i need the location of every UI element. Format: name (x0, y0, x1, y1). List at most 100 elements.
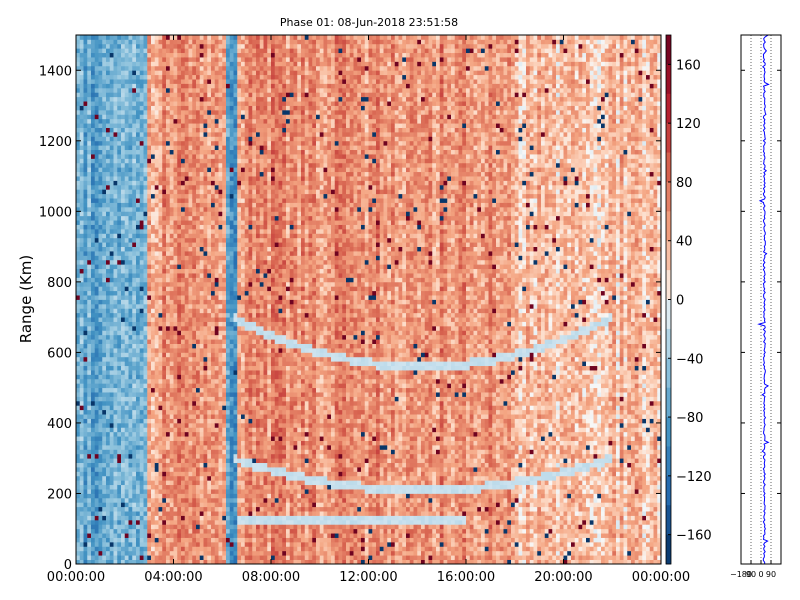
heatmap-cell (199, 480, 204, 486)
heatmap-cell (199, 131, 204, 137)
heatmap-cell (162, 312, 167, 318)
heatmap-cell (139, 405, 144, 411)
heatmap-cell (196, 343, 201, 349)
heatmap-cell (102, 171, 107, 177)
heatmap-cell (207, 541, 212, 547)
heatmap-cell (79, 387, 84, 393)
heatmap-cell (106, 414, 111, 419)
heatmap-cell (169, 541, 174, 547)
heatmap-cell (83, 370, 88, 375)
heatmap-cell (199, 325, 204, 331)
heatmap-cell (169, 352, 174, 358)
heatmap-cell (169, 317, 174, 322)
heatmap-cell (124, 65, 129, 71)
heatmap-cell (173, 414, 178, 419)
heatmap-cell (106, 123, 111, 128)
heatmap-cell (158, 140, 163, 146)
heatmap-cell (166, 149, 171, 155)
heatmap-cell (83, 405, 88, 411)
heatmap-cell (106, 515, 111, 521)
heatmap-cell (177, 87, 182, 93)
heatmap-cell (109, 273, 114, 278)
heatmap-cell (87, 202, 92, 208)
heatmap-cell (162, 206, 167, 212)
heatmap-cell (147, 114, 152, 120)
heatmap-cell (128, 356, 133, 362)
heatmap-cell (117, 519, 122, 525)
heatmap-cell (207, 255, 212, 261)
heatmap-cell (147, 449, 152, 455)
heatmap-cell (79, 83, 84, 89)
heatmap-cell (181, 61, 186, 67)
heatmap-cell (181, 475, 186, 481)
heatmap-cell (121, 131, 126, 137)
heatmap-cell (218, 480, 223, 486)
heatmap-cell (83, 83, 88, 89)
heatmap-cell (166, 109, 171, 115)
heatmap-cell (91, 149, 96, 155)
heatmap-cell (139, 449, 144, 455)
heatmap-cell (94, 370, 99, 375)
heatmap-cell (106, 471, 111, 477)
heatmap-cell (83, 79, 88, 84)
heatmap-cell (128, 519, 133, 525)
heatmap-cell (94, 480, 99, 486)
heatmap-cell (87, 299, 92, 305)
heatmap-cell (196, 427, 201, 433)
heatmap-cell (94, 149, 99, 155)
heatmap-cell (177, 383, 182, 389)
heatmap-cell (203, 145, 208, 151)
heatmap-cell (166, 559, 171, 565)
heatmap-cell (196, 167, 201, 173)
heatmap-cell (109, 180, 114, 186)
heatmap-cell (218, 303, 223, 309)
heatmap-cell (121, 312, 126, 318)
heatmap-cell (147, 281, 152, 287)
heatmap-cell (214, 347, 219, 353)
heatmap-cell (106, 114, 111, 120)
heatmap-cell (192, 259, 197, 265)
heatmap-cell (199, 303, 204, 309)
heatmap-cell (218, 387, 223, 393)
heatmap-cell (181, 255, 186, 261)
heatmap-cell (166, 299, 171, 305)
heatmap-cell (117, 462, 122, 468)
heatmap-cell (76, 101, 81, 106)
heatmap-cell (109, 317, 114, 322)
heatmap-cell (218, 198, 223, 203)
heatmap-cell (184, 57, 189, 62)
heatmap-cell (166, 79, 171, 84)
heatmap-cell (199, 422, 204, 428)
heatmap-cell (109, 559, 114, 565)
heatmap-cell (229, 506, 234, 512)
heatmap-cell (188, 317, 193, 322)
heatmap-cell (76, 264, 81, 270)
heatmap-cell (132, 427, 137, 433)
heatmap-cell (158, 158, 163, 164)
heatmap-cell (214, 339, 219, 344)
heatmap-cell (83, 449, 88, 455)
heatmap-cell (106, 233, 111, 239)
heatmap-cell (94, 541, 99, 547)
heatmap-cell (173, 489, 178, 494)
heatmap-cell (98, 453, 103, 459)
heatmap-cell (121, 123, 126, 128)
heatmap-cell (106, 493, 111, 499)
heatmap-cell (91, 436, 96, 441)
heatmap-cell (218, 264, 223, 270)
heatmap-cell (214, 162, 219, 168)
heatmap-cell (87, 259, 92, 265)
heatmap-cell (154, 83, 159, 89)
heatmap-cell (87, 295, 92, 300)
heatmap-cell (139, 281, 144, 287)
heatmap-cell (79, 114, 84, 120)
heatmap-cell (154, 383, 159, 389)
heatmap-cell (169, 422, 174, 428)
heatmap-cell (76, 162, 81, 168)
heatmap-cell (94, 339, 99, 344)
heatmap-cell (211, 87, 216, 93)
chart-title: Phase 01: 08-Jun-2018 23:51:58 (280, 16, 458, 29)
heatmap-cell (218, 35, 223, 40)
heatmap-cell (113, 299, 118, 305)
heatmap-cell (76, 136, 81, 142)
